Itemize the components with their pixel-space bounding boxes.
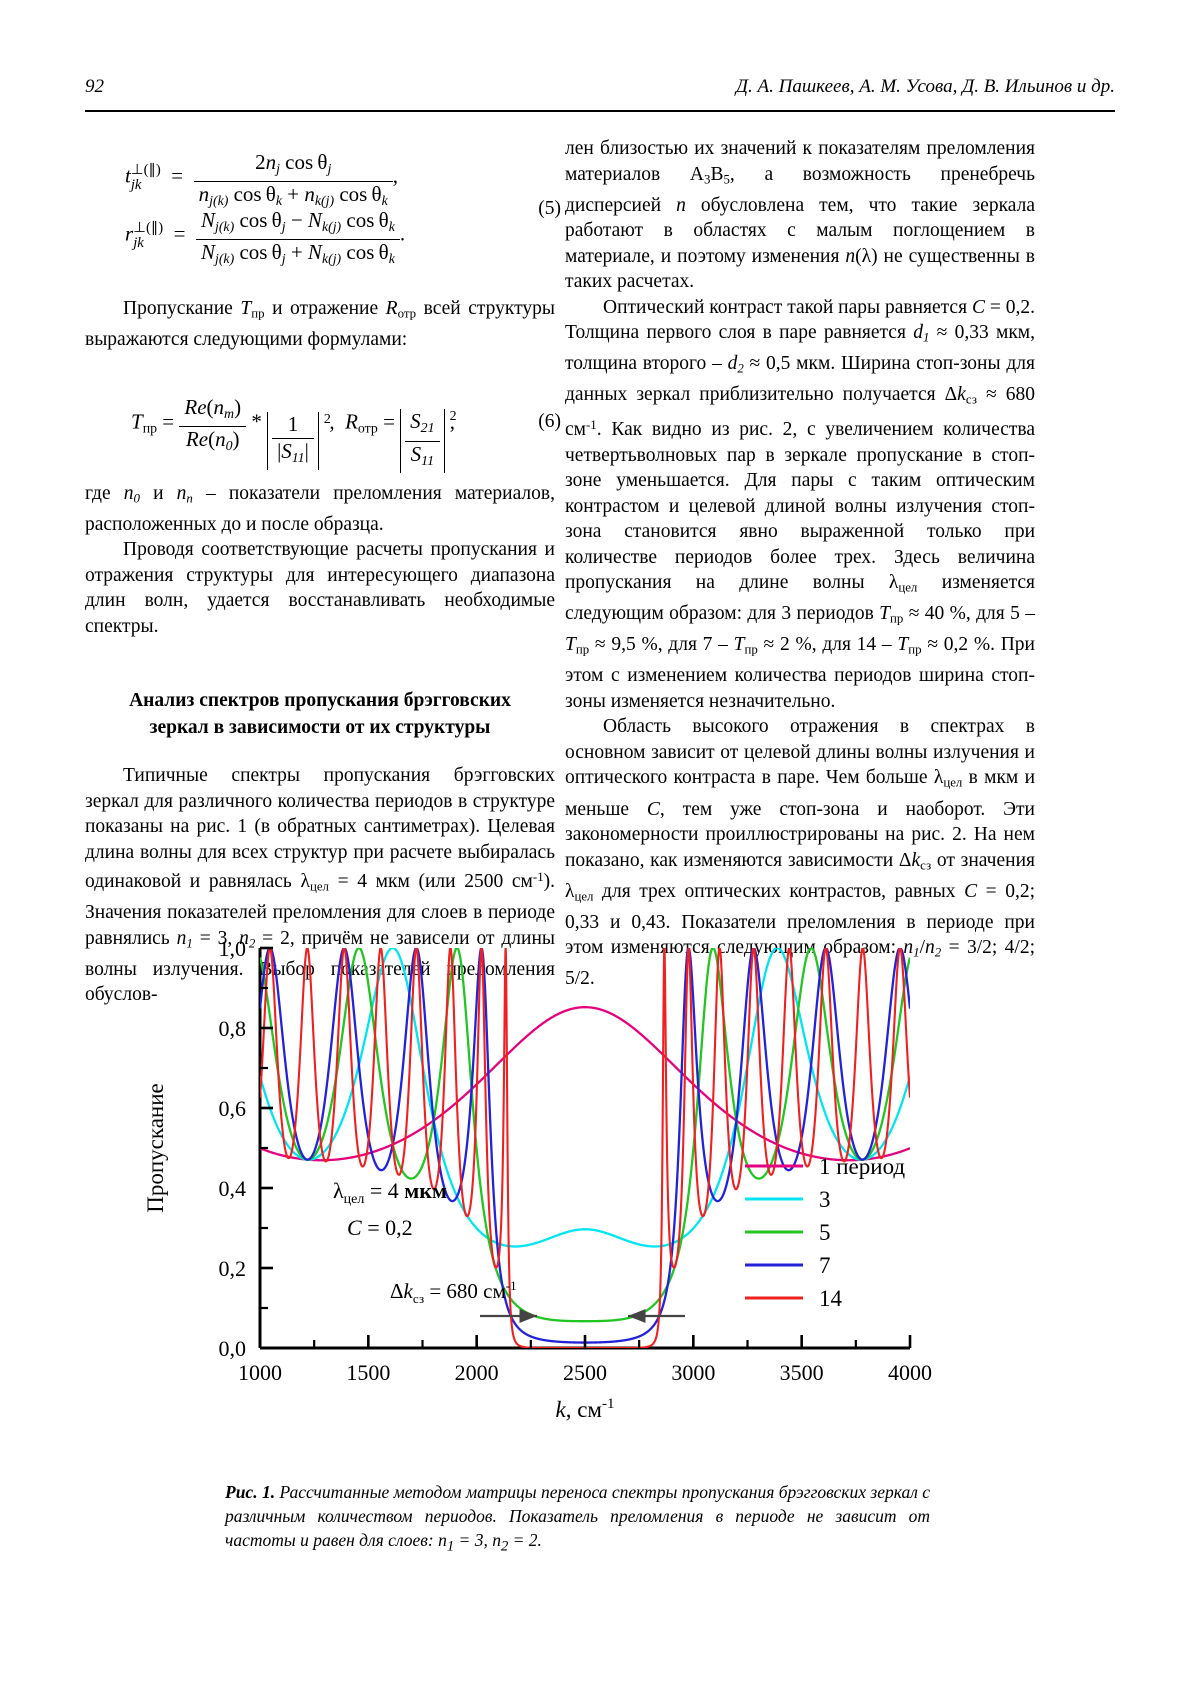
- section-heading-line-1: Анализ спектров пропускания брэгговских: [85, 687, 555, 714]
- annotation-lambda: λцел = 4 мкм: [333, 1178, 447, 1207]
- header-rule: [85, 110, 1115, 112]
- x-tick-label: 4000: [888, 1360, 932, 1385]
- equation-5: t ⊥(∥)jk = 2nj cos θj nj(k) cos θk + nk(…: [85, 136, 555, 272]
- left-paragraph-2: где n0 и nn – показатели преломления мат…: [85, 481, 555, 538]
- figure-caption-text: Рассчитанные методом матрицы переноса сп…: [225, 1482, 930, 1550]
- section-heading-line-2: зеркал в зависимости от их структуры: [85, 714, 555, 741]
- legend-label: 14: [819, 1286, 843, 1311]
- running-head: 92 Д. А. Пашкеев, А. М. Усова, Д. В. Иль…: [85, 76, 1115, 106]
- left-column: t ⊥(∥)jk = 2nj cos θj nj(k) cos θk + nk(…: [85, 128, 555, 1008]
- right-paragraph-1: лен близостью их значений к показателям …: [565, 136, 1035, 295]
- legend-label: 5: [819, 1220, 831, 1245]
- x-tick-label: 3000: [671, 1360, 715, 1385]
- figure-caption: Рис. 1. Рассчитанные методом матрицы пер…: [225, 1480, 930, 1559]
- y-tick-label: 0,0: [219, 1336, 247, 1361]
- legend-label: 3: [819, 1187, 831, 1212]
- page: 92 Д. А. Пашкеев, А. М. Усова, Д. В. Иль…: [0, 0, 1200, 1698]
- y-tick-label: 1,0: [219, 936, 247, 961]
- equation-6: Tпр = Re(nm) Re(n0) * 1 |S11| 2: [85, 379, 555, 455]
- legend-label: 7: [819, 1253, 831, 1278]
- annotation-stopzone-width: Δkсз = 680 см-1: [390, 1278, 517, 1306]
- figure-1: 1000 1500 2000 2500 3000 3500 4000 0,0 0,2 0,4 0,6…: [85, 930, 1115, 1450]
- x-tick-label: 1500: [346, 1360, 390, 1385]
- page-number: 92: [85, 76, 104, 98]
- transmission-spectrum-chart: 1000 1500 2000 2500 3000 3500 4000 0,0 0,2 0,4 0,6…: [85, 930, 1115, 1450]
- x-axis-title: k, см-1: [556, 1396, 615, 1422]
- running-head-authors: Д. А. Пашкеев, А. М. Усова, Д. В. Ильино…: [736, 76, 1115, 98]
- x-tick-label: 3500: [780, 1360, 824, 1385]
- right-paragraph-2: Оптический контраст такой пары равняется…: [565, 295, 1035, 715]
- y-tick-label: 0,8: [219, 1016, 247, 1041]
- x-tick-label: 1000: [238, 1360, 282, 1385]
- y-tick-label: 0,4: [219, 1176, 247, 1201]
- y-tick-label: 0,2: [219, 1256, 247, 1281]
- series-5-periods: [260, 948, 910, 1321]
- figure-caption-label: Рис. 1.: [225, 1482, 275, 1502]
- section-heading: Анализ спектров пропускания брэгговских …: [85, 687, 555, 741]
- right-column: лен близостью их значений к показателям …: [565, 128, 1035, 992]
- x-tick-label: 2500: [563, 1360, 607, 1385]
- chart-series-group: [260, 948, 910, 1348]
- chart-legend: 1 период 3 5 7 14: [745, 1154, 905, 1311]
- y-tick-label: 0,6: [219, 1096, 247, 1121]
- left-paragraph-1: Пропускание Tпр и отражение Rотр всей ст…: [85, 296, 555, 353]
- legend-label: 1 период: [819, 1154, 905, 1179]
- equation-5-number: (5): [538, 196, 561, 222]
- equation-6-number: (6): [538, 409, 561, 435]
- x-tick-label: 2000: [455, 1360, 499, 1385]
- annotation-contrast: C = 0,2: [347, 1215, 413, 1240]
- y-axis-title: Пропускание: [143, 1083, 168, 1213]
- left-paragraph-3: Проводя соответствующие расчеты пропуска…: [85, 537, 555, 639]
